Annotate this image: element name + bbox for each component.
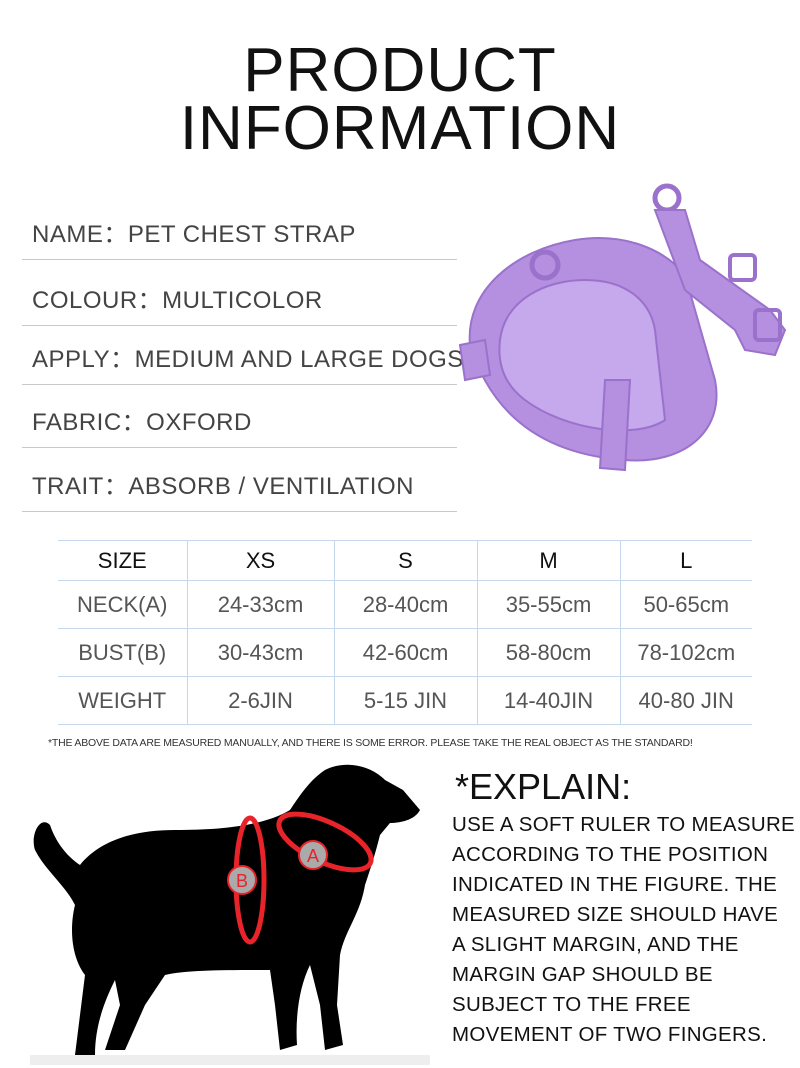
table-header-row: SIZE XS S M L bbox=[58, 540, 752, 581]
row-label: NECK(A) bbox=[58, 580, 188, 629]
info-fabric: FABRIC：OXFORD bbox=[22, 386, 457, 448]
row-label: WEIGHT bbox=[58, 676, 188, 725]
explain-line: ACCORDING TO THE POSITION bbox=[452, 843, 769, 866]
explain-line: SUBJECT TO THE FREE bbox=[452, 993, 691, 1016]
table-cell: 42-60cm bbox=[333, 628, 478, 677]
table-row: BUST(B) 30-43cm 42-60cm 58-80cm 78-102cm bbox=[58, 628, 752, 677]
table-cell: 50-65cm bbox=[619, 580, 752, 629]
row-label: BUST(B) bbox=[58, 628, 188, 677]
size-table: SIZE XS S M L NECK(A) 24-33cm 28-40cm 35… bbox=[58, 540, 752, 725]
harness-product-image bbox=[458, 183, 787, 472]
table-cell: 2-6JIN bbox=[186, 676, 335, 725]
header-cell: L bbox=[619, 540, 752, 581]
info-apply: APPLY：MEDIUM AND LARGE DOGS bbox=[22, 323, 463, 385]
table-cell: 24-33cm bbox=[186, 580, 335, 629]
page-title-line1: PRODUCT bbox=[243, 36, 557, 105]
table-cell: 28-40cm bbox=[333, 580, 478, 629]
label-a-marker bbox=[298, 840, 328, 870]
header-cell: XS bbox=[186, 540, 335, 581]
table-cell: 78-102cm bbox=[619, 628, 752, 677]
dog-measurement-diagram: A B bbox=[30, 764, 430, 1065]
header-cell: S bbox=[333, 540, 478, 581]
table-cell: 35-55cm bbox=[476, 580, 621, 629]
table-cell: 30-43cm bbox=[186, 628, 335, 677]
header-cell: M bbox=[476, 540, 621, 581]
info-fabric-text: FABRIC：OXFORD bbox=[32, 409, 252, 436]
table-cell: 14-40JIN bbox=[476, 676, 621, 725]
table-row: NECK(A) 24-33cm 28-40cm 35-55cm 50-65cm bbox=[58, 580, 752, 629]
explain-line: MARGIN GAP SHOULD BE bbox=[452, 963, 713, 986]
explain-body: USE A SOFT RULER TO MEASURE ACCORDING TO… bbox=[452, 810, 796, 1050]
info-colour-text: COLOUR：MULTICOLOR bbox=[32, 287, 323, 314]
explain-line: INDICATED IN THE FIGURE. THE bbox=[452, 873, 778, 896]
explain-line: USE A SOFT RULER TO MEASURE bbox=[452, 813, 796, 836]
label-b-marker bbox=[227, 865, 257, 895]
dog-silhouette bbox=[33, 764, 420, 1055]
explain-title: *EXPLAIN: bbox=[455, 766, 632, 807]
explain-line: MOVEMENT OF TWO FINGERS. bbox=[452, 1023, 768, 1046]
info-name-text: NAME：PET CHEST STRAP bbox=[32, 221, 356, 248]
page-title-line2: INFORMATION bbox=[179, 94, 621, 163]
ground-shadow bbox=[30, 1055, 430, 1065]
table-cell: 5-15 JIN bbox=[333, 676, 478, 725]
info-trait: TRAIT：ABSORB / VENTILATION bbox=[22, 450, 457, 512]
table-cell: 58-80cm bbox=[476, 628, 621, 677]
table-row: WEIGHT 2-6JIN 5-15 JIN 14-40JIN 40-80 JI… bbox=[58, 676, 752, 725]
info-colour: COLOUR：MULTICOLOR bbox=[22, 264, 457, 326]
label-b: B bbox=[236, 871, 248, 891]
info-apply-text: APPLY：MEDIUM AND LARGE DOGS bbox=[32, 346, 464, 373]
info-name: NAME：PET CHEST STRAP bbox=[22, 198, 457, 260]
header-cell: SIZE bbox=[58, 540, 188, 581]
measurement-note: *THE ABOVE DATA ARE MEASURED MANUALLY, A… bbox=[48, 737, 693, 749]
table-cell: 40-80 JIN bbox=[619, 676, 752, 725]
explain-line: MEASURED SIZE SHOULD HAVE bbox=[452, 903, 779, 926]
label-a: A bbox=[307, 846, 319, 866]
explain-line: A SLIGHT MARGIN, AND THE bbox=[452, 933, 739, 956]
info-trait-text: TRAIT：ABSORB / VENTILATION bbox=[32, 473, 414, 500]
